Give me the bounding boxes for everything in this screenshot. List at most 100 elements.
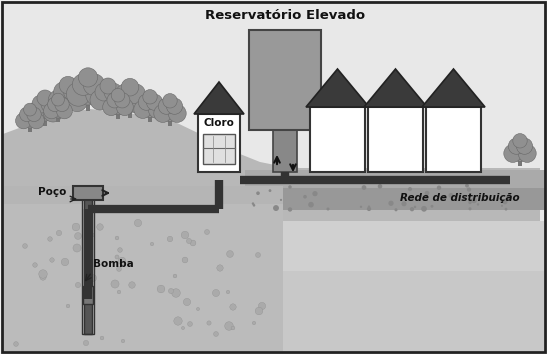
Bar (43, 116, 47, 126)
Circle shape (168, 104, 186, 122)
Circle shape (27, 102, 47, 122)
Circle shape (66, 90, 88, 112)
Circle shape (468, 201, 472, 204)
Circle shape (24, 103, 37, 116)
Circle shape (168, 289, 173, 293)
Text: Bomba: Bomba (93, 259, 134, 269)
Bar (83, 286, 93, 304)
Bar (117, 110, 120, 119)
Circle shape (157, 285, 165, 293)
Circle shape (269, 189, 271, 192)
Bar (168, 117, 172, 126)
Circle shape (258, 302, 266, 310)
Circle shape (40, 274, 46, 280)
Circle shape (115, 236, 119, 240)
Circle shape (273, 205, 279, 211)
Circle shape (255, 252, 260, 257)
Circle shape (100, 336, 104, 340)
Circle shape (111, 280, 119, 288)
Circle shape (20, 107, 34, 122)
Circle shape (401, 201, 406, 206)
Circle shape (303, 195, 307, 199)
Circle shape (182, 257, 188, 263)
Circle shape (449, 193, 453, 198)
Circle shape (110, 92, 132, 114)
Bar (84, 186, 92, 334)
Circle shape (504, 208, 508, 211)
Circle shape (32, 95, 58, 121)
Circle shape (424, 191, 429, 196)
Circle shape (66, 82, 90, 106)
Circle shape (230, 304, 236, 310)
Circle shape (362, 185, 366, 190)
Circle shape (508, 138, 532, 161)
Circle shape (173, 274, 177, 278)
Circle shape (27, 107, 41, 122)
Bar (3, 271, 544, 351)
Circle shape (54, 82, 73, 102)
Circle shape (360, 206, 362, 208)
Circle shape (253, 204, 255, 207)
Circle shape (183, 298, 191, 306)
Circle shape (518, 144, 536, 162)
Circle shape (150, 242, 154, 246)
Circle shape (226, 290, 230, 294)
Bar (148, 113, 152, 122)
Bar (3, 221, 544, 351)
Circle shape (190, 240, 196, 246)
Circle shape (313, 193, 317, 196)
Circle shape (187, 239, 191, 244)
Text: Reservatório Elevado: Reservatório Elevado (205, 9, 365, 22)
Circle shape (118, 248, 123, 252)
Circle shape (213, 332, 218, 336)
Circle shape (129, 282, 135, 288)
Circle shape (22, 244, 27, 249)
Circle shape (51, 93, 65, 106)
Circle shape (217, 265, 223, 271)
Circle shape (95, 83, 113, 101)
Circle shape (367, 207, 371, 211)
Circle shape (90, 90, 110, 110)
Circle shape (91, 233, 95, 237)
Circle shape (90, 274, 96, 281)
Circle shape (63, 82, 83, 102)
Circle shape (111, 88, 125, 102)
Circle shape (312, 191, 318, 196)
Circle shape (167, 236, 173, 242)
Circle shape (414, 206, 416, 208)
Circle shape (116, 84, 144, 113)
Circle shape (368, 205, 370, 208)
Circle shape (103, 99, 120, 116)
Circle shape (504, 144, 522, 162)
Circle shape (148, 101, 166, 118)
Circle shape (135, 219, 142, 227)
Circle shape (117, 290, 121, 294)
Bar (310, 107, 365, 172)
Circle shape (501, 205, 503, 207)
Circle shape (508, 138, 525, 154)
Polygon shape (194, 82, 244, 114)
Circle shape (115, 255, 119, 259)
Circle shape (388, 201, 394, 206)
Circle shape (158, 98, 182, 121)
Circle shape (61, 258, 69, 266)
Circle shape (174, 317, 182, 325)
Circle shape (117, 267, 121, 272)
Bar (368, 107, 423, 172)
Circle shape (56, 103, 72, 119)
Polygon shape (364, 69, 427, 107)
Bar (106, 104, 110, 114)
Circle shape (196, 307, 200, 310)
Circle shape (143, 90, 157, 104)
Circle shape (410, 207, 414, 211)
Circle shape (138, 94, 154, 110)
Circle shape (115, 93, 130, 108)
Circle shape (97, 224, 103, 230)
Circle shape (288, 207, 292, 212)
Circle shape (33, 263, 37, 267)
Polygon shape (306, 69, 369, 107)
Bar (245, 170, 545, 188)
Circle shape (14, 342, 19, 346)
Circle shape (394, 208, 398, 211)
Circle shape (308, 202, 314, 207)
